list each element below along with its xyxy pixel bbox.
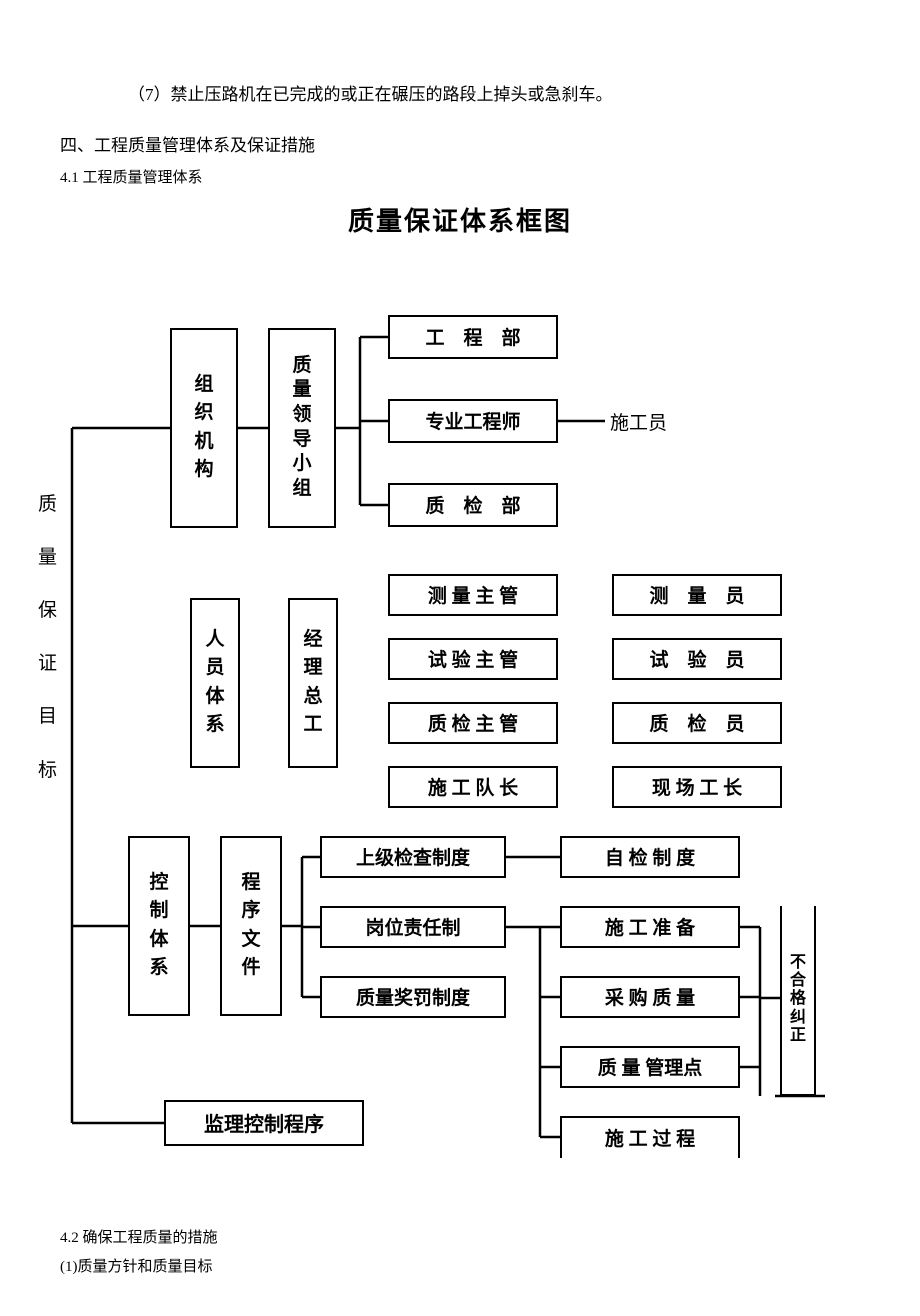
node-construction-worker: 施工员: [610, 408, 667, 435]
node-post-responsibility: 岗位责任制: [320, 906, 506, 948]
node-control-system: 控制体系: [128, 836, 190, 1016]
node-nonconform-correct: 不合格纠正: [780, 906, 816, 1096]
node-qc-staff: 质 检 员: [612, 702, 782, 744]
node-team-lead: 施 工 队 长: [388, 766, 558, 808]
node-manager-chief: 经理总工: [288, 598, 338, 768]
heading-section-4-2-1: (1)质量方针和质量目标: [60, 1255, 860, 1276]
paragraph-7: （7）禁止压路机在已完成的或正在碾压的路段上掉头或急刹车。: [60, 80, 860, 111]
quality-system-diagram: 质量保证目标: [20, 278, 850, 1218]
heading-section-4-1: 4.1 工程质量管理体系: [60, 166, 860, 187]
node-pro-engineer: 专业工程师: [388, 399, 558, 443]
node-supervision-procedure: 监理控制程序: [164, 1100, 364, 1146]
node-qc-dept: 质 检 部: [388, 483, 558, 527]
node-upper-inspect: 上级检查制度: [320, 836, 506, 878]
diagram-title: 质量保证体系框图: [60, 201, 860, 238]
node-quality-control-point: 质 量 管理点: [560, 1046, 740, 1088]
heading-section-4: 四、工程质量管理体系及保证措施: [60, 131, 860, 156]
node-construction-prep: 施 工 准 备: [560, 906, 740, 948]
node-self-check: 自 检 制 度: [560, 836, 740, 878]
node-construction-process: 施 工 过 程: [560, 1116, 740, 1158]
heading-section-4-2: 4.2 确保工程质量的措施: [60, 1226, 860, 1247]
node-purchase-quality: 采 购 质 量: [560, 976, 740, 1018]
node-quality-lead-group: 质量领导小组: [268, 328, 336, 528]
node-reward-penalty: 质量奖罚制度: [320, 976, 506, 1018]
node-qc-lead: 质 检 主 管: [388, 702, 558, 744]
node-procedure-docs: 程序文件: [220, 836, 282, 1016]
node-survey-lead: 测 量 主 管: [388, 574, 558, 616]
node-personnel-system: 人员体系: [190, 598, 240, 768]
node-tester: 试 验 员: [612, 638, 782, 680]
node-surveyor: 测 量 员: [612, 574, 782, 616]
node-org-structure: 组织机构: [170, 328, 238, 528]
left-title-vertical: 质量保证目标: [38, 478, 57, 797]
node-test-lead: 试 验 主 管: [388, 638, 558, 680]
node-site-foreman: 现 场 工 长: [612, 766, 782, 808]
node-engineering-dept: 工 程 部: [388, 315, 558, 359]
